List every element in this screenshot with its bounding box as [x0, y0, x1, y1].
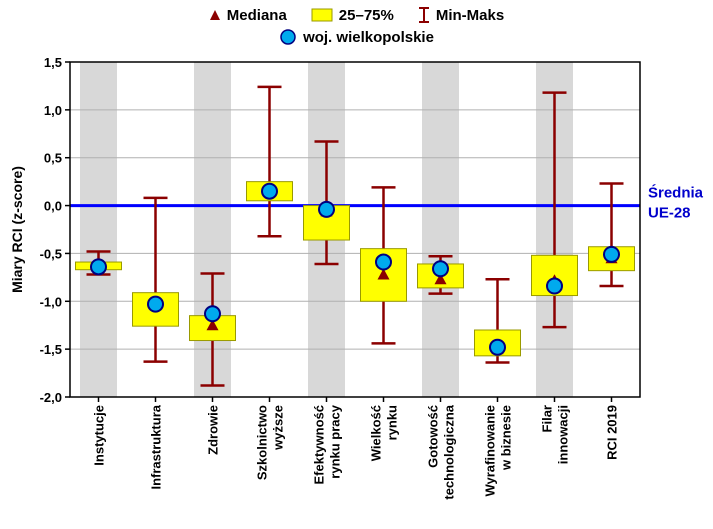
legend-minmax-label: Min-Maks: [435, 6, 505, 24]
category-label-line: RCI 2019: [605, 405, 620, 460]
category-label-line: innowacji: [556, 405, 571, 464]
median-marker: [206, 319, 219, 331]
y-tick-label: 1,5: [44, 55, 62, 70]
iqr-box-icon: [311, 8, 333, 22]
y-tick-label: -2,0: [40, 390, 62, 405]
category-label: Instytucje: [92, 405, 107, 466]
category-label: RCI 2019: [605, 405, 620, 460]
legend-item-median: Mediana: [209, 7, 287, 24]
region-point: [204, 305, 221, 323]
category-label-line: Szkolnictwo: [255, 405, 270, 480]
category-label-line: Wielkość: [369, 405, 384, 461]
region-point: [546, 277, 563, 295]
region-point: [489, 338, 506, 356]
legend-region-label: woj. wielkopolskie: [303, 28, 434, 46]
category-label-line: Gotowość: [426, 405, 441, 468]
region-point: [375, 253, 392, 271]
whisker-icon: [418, 7, 429, 23]
legend-item-iqr: 25–75%: [311, 7, 394, 24]
plot-border: [69, 61, 641, 398]
region-point: [147, 295, 164, 313]
median-marker: [434, 273, 447, 285]
category-label: Gotowośćtechnologiczna: [426, 404, 457, 499]
median-triangle-icon: [209, 10, 220, 20]
y-tick-label: -0,5: [40, 246, 62, 261]
region-point: [432, 260, 449, 278]
category-label-line: Zdrowie: [206, 405, 221, 455]
region-point: [318, 200, 335, 218]
y-axis-title-group: Miary RCI (z-score): [9, 166, 25, 293]
category-label: Szkolnictwowyższe: [255, 405, 286, 480]
y-tick-label: -1,0: [40, 294, 62, 309]
x-axis-labels: Instytucje Infrastruktura Zdrowie Szkolnict…: [92, 397, 620, 500]
category-label-line: technologiczna: [442, 404, 457, 499]
category-label: Efektywnośćrynku pracy: [312, 404, 343, 484]
category-label-line: Instytucje: [92, 405, 107, 466]
category-label: Filarinnowacji: [540, 405, 571, 464]
y-axis-ticks: 1,5 1,0 0,5 0,0 -0,5 -1,0 -1,5 -2,0: [40, 55, 70, 405]
category-band: [422, 62, 459, 397]
category-label: Wyrafinowaniew biznesie: [483, 405, 514, 497]
reference-line-label: UE-28: [648, 205, 691, 222]
y-tick-label: 1,0: [44, 103, 62, 118]
region-point: [261, 182, 278, 200]
category-label-line: Wyrafinowanie: [483, 405, 498, 497]
category-label-line: Efektywność: [312, 405, 327, 484]
category-band: [80, 62, 117, 397]
y-tick-label: 0,0: [44, 199, 62, 214]
region-point: [90, 258, 107, 276]
y-axis-title: Miary RCI (z-score): [9, 166, 25, 293]
category-label-line: rynku pracy: [328, 404, 343, 478]
y-tick-label: -1,5: [40, 342, 62, 357]
plot-frame: [69, 61, 641, 398]
category-label-line: wyższe: [271, 405, 286, 451]
region-points: [90, 182, 620, 356]
category-label-line: rynku: [385, 405, 400, 440]
category-label-line: Filar: [540, 405, 555, 432]
legend-item-region: woj. wielkopolskie: [279, 28, 434, 46]
legend-item-minmax: Min-Maks: [418, 7, 504, 24]
category-label: Wielkośćrynku: [369, 405, 400, 461]
category-label-line: Infrastruktura: [149, 404, 164, 489]
reference-line-group: Średnia UE-28: [70, 184, 704, 222]
y-tick-label: 0,5: [44, 151, 62, 166]
category-label: Infrastruktura: [149, 404, 164, 489]
reference-line-label: Średnia: [648, 184, 704, 202]
legend-median-label: Mediana: [226, 6, 287, 24]
chart-legend: Mediana 25–75% Min-Maks woj. wielkopolsk…: [0, 4, 713, 48]
region-circle-icon: [280, 29, 296, 45]
category-label: Zdrowie: [206, 405, 221, 455]
legend-iqr-label: 25–75%: [338, 6, 394, 24]
median-marker: [377, 268, 390, 280]
category-label-line: w biznesie: [499, 405, 514, 471]
region-point: [603, 245, 620, 263]
